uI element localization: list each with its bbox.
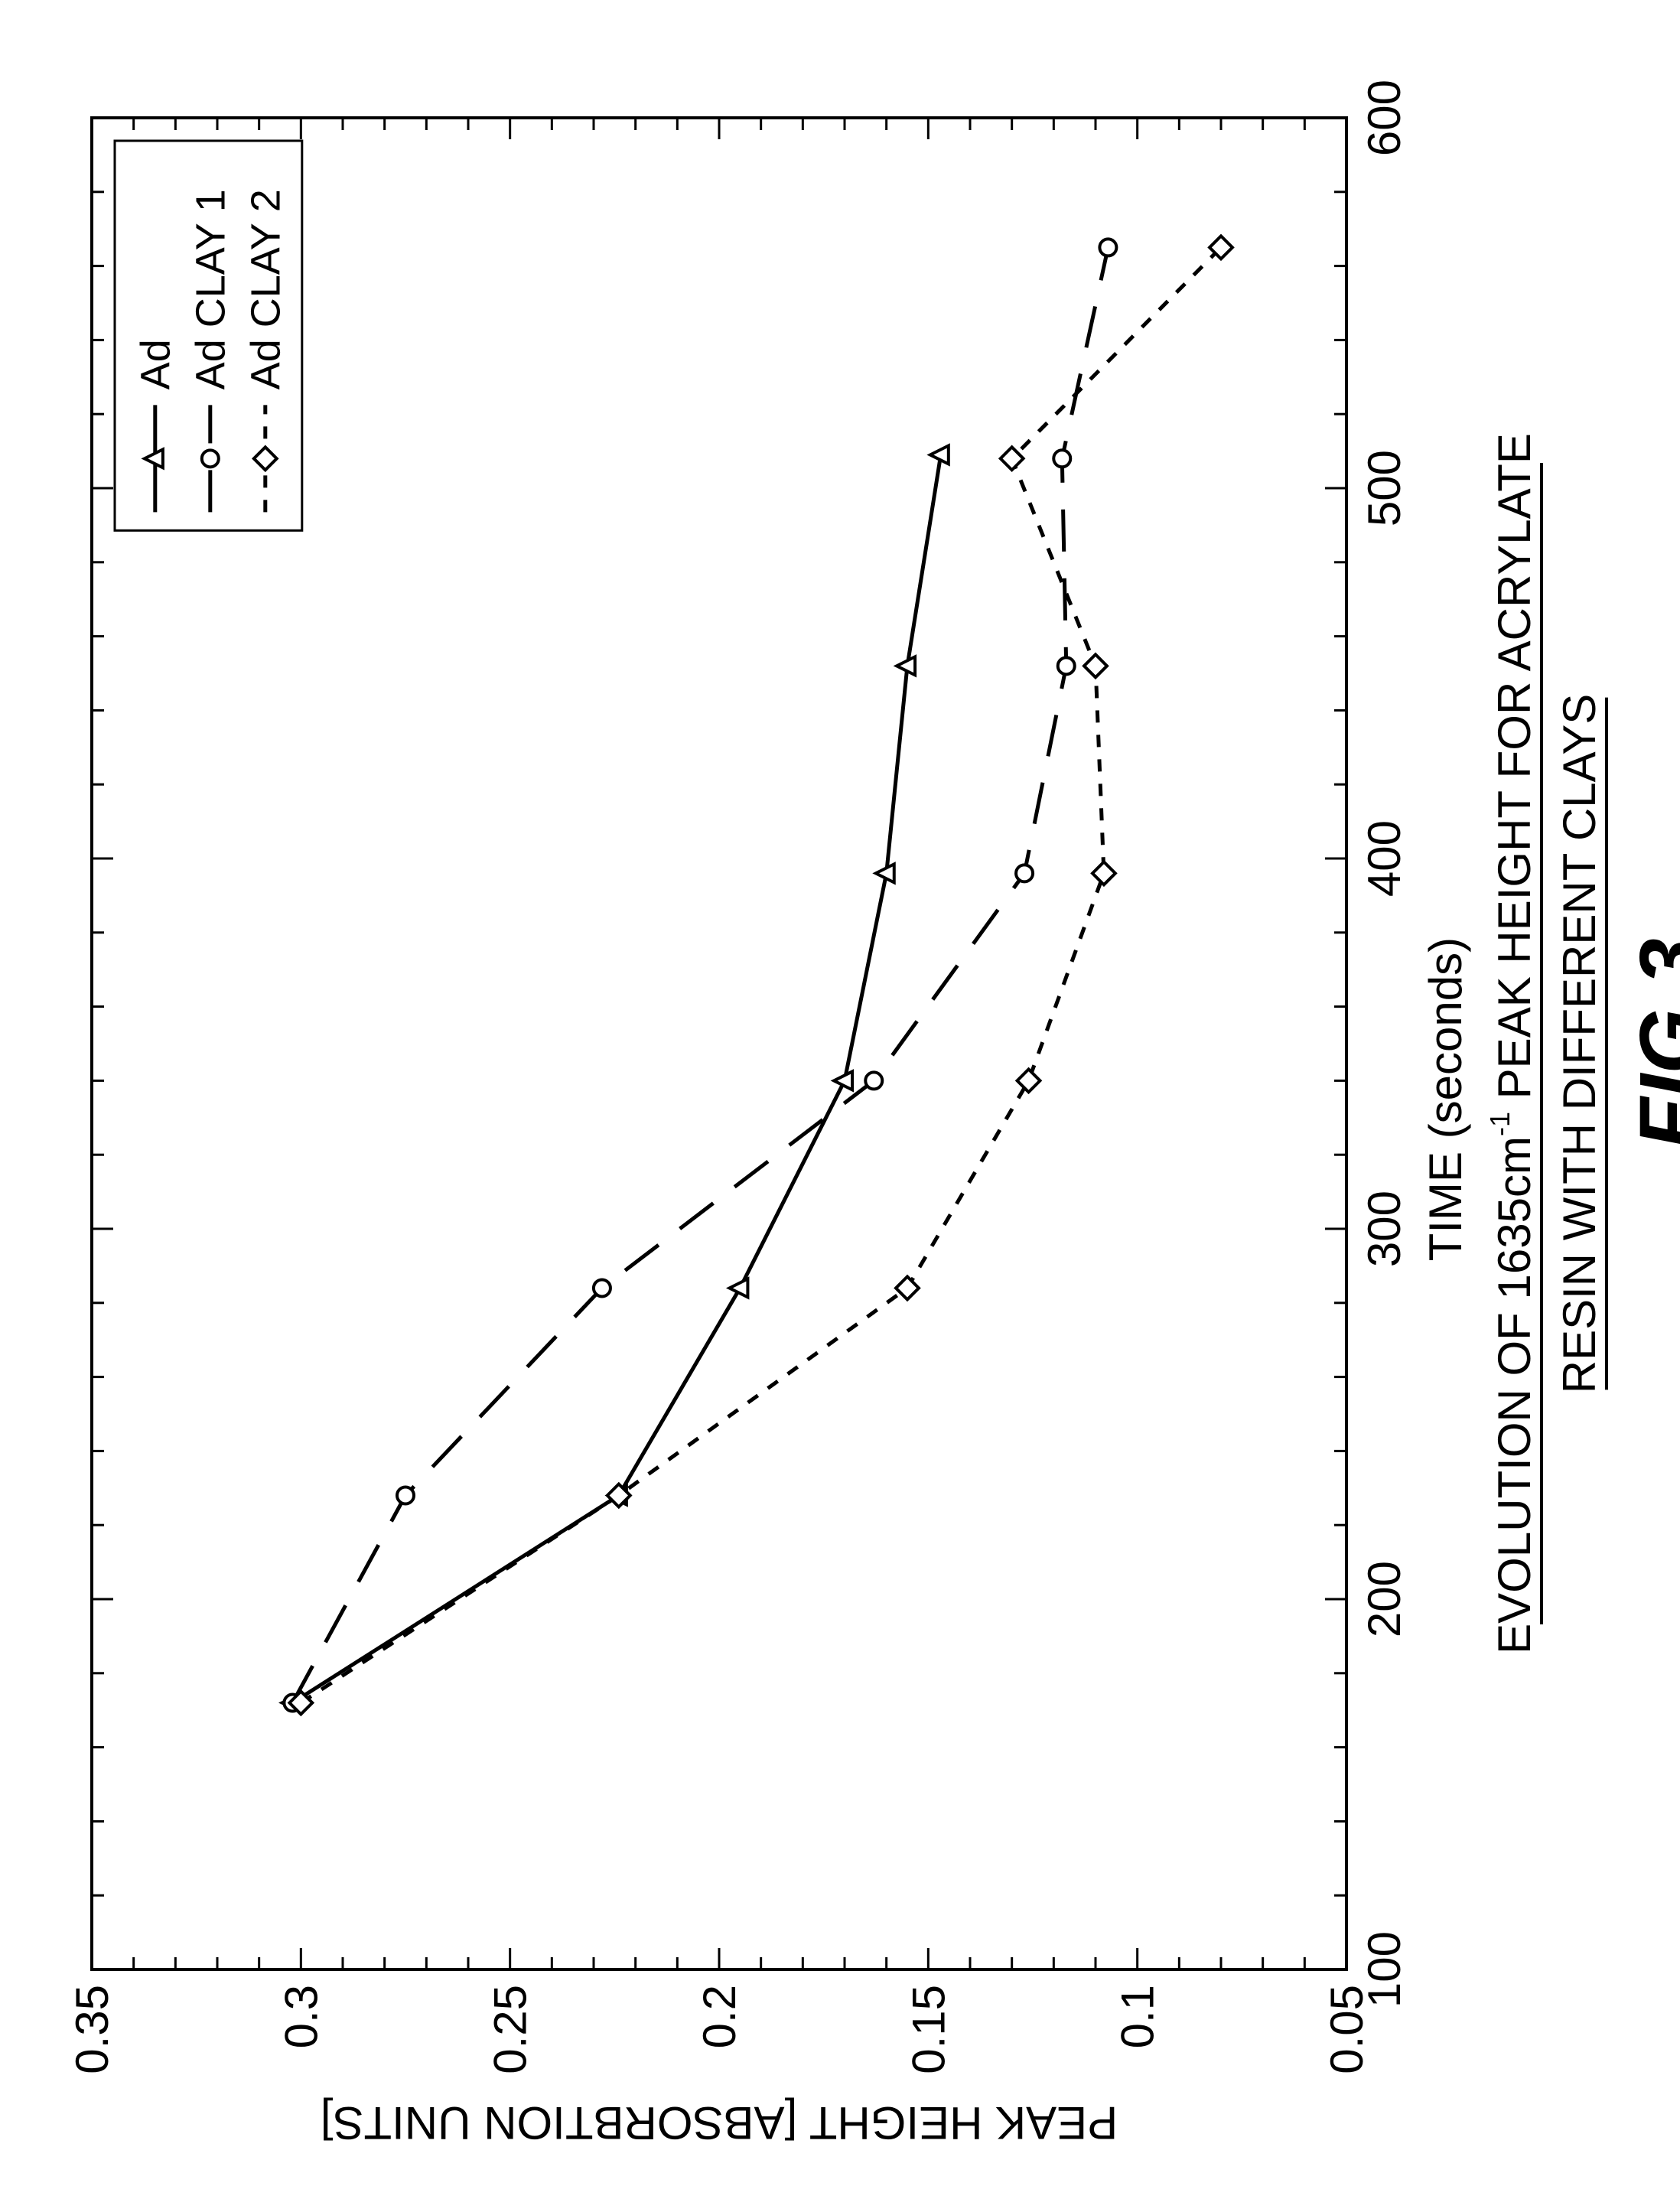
figure-label: FIG.3 [1623,938,1680,1148]
x-tick-label: 200 [1359,1561,1410,1637]
y-tick-label: 0.05 [1321,1985,1372,2074]
legend-label-2: Ad CLAY 2 [243,189,289,389]
series-line-2 [301,247,1221,1702]
y-tick-label: 0.15 [903,1985,954,2074]
y-tick-label: 0.3 [275,1985,327,2048]
chart-container: 1002003004005006000.050.10.150.20.250.30… [0,0,1680,2199]
y-tick-label: 0.25 [485,1985,536,2074]
x-tick-label: 300 [1359,1191,1410,1267]
x-axis-label-line2: EVOLUTION OF 1635cm-1 PEAK HEIGHT FOR AC… [1484,433,1540,1654]
series-line-1 [292,247,1108,1702]
x-axis-label-line1: TIME (seconds) [1420,937,1471,1261]
x-tick-label: 400 [1359,820,1410,897]
x-tick-label: 600 [1359,80,1410,156]
svg-text:EVOLUTION OF 1635cm-1 PEAK HEI: EVOLUTION OF 1635cm-1 PEAK HEIGHT FOR AC… [1484,433,1540,1654]
y-axis-label: PEAK HEIGHT [ABSORBTION UNITS] [321,2097,1118,2149]
y-tick-label: 0.2 [694,1985,745,2048]
legend-label-0: Ad [133,339,179,389]
page: 1002003004005006000.050.10.150.20.250.30… [0,0,1680,2199]
x-tick-label: 500 [1359,450,1410,526]
line-chart: 1002003004005006000.050.10.150.20.250.30… [0,0,1680,2199]
y-tick-label: 0.1 [1112,1985,1164,2048]
x-axis-label-line3: RESIN WITH DIFFERENT CLAYS [1554,694,1605,1394]
legend-label-1: Ad CLAY 1 [188,189,234,389]
y-tick-label: 0.35 [67,1985,118,2074]
